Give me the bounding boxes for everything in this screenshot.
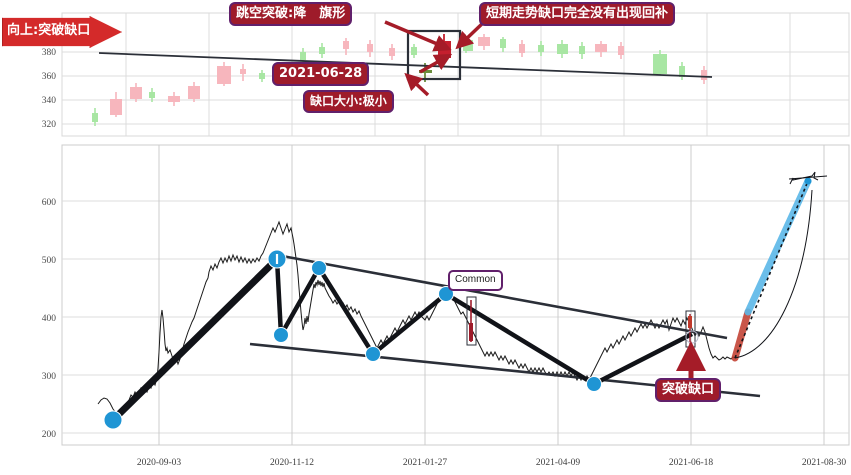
top-ytick-360: 360 bbox=[42, 72, 57, 82]
upward-breakout-label: 向上:突破缺口 bbox=[7, 23, 91, 38]
gap-selection-box bbox=[406, 29, 462, 81]
common-gap-marker bbox=[466, 296, 477, 346]
top-ytick-380: 380 bbox=[42, 48, 57, 58]
top-panel-trendline bbox=[98, 52, 713, 78]
price-line bbox=[97, 220, 736, 415]
main-ytick-300: 300 bbox=[42, 372, 57, 382]
main-xtick-2: 2021-01-27 bbox=[403, 458, 448, 468]
main-ytick-500: 500 bbox=[42, 256, 57, 266]
pivot-point bbox=[103, 410, 123, 430]
main-panel-xaxis: 2020-09-03 2020-11-12 2021-01-27 2021-04… bbox=[137, 458, 847, 468]
main-xtick-1: 2020-11-12 bbox=[270, 458, 314, 468]
top-ytick-340: 340 bbox=[42, 96, 57, 106]
no-gap-fill-callout[interactable]: 短期走势缺口完全没有出现回补 bbox=[479, 2, 676, 26]
main-ytick-400: 400 bbox=[42, 314, 57, 324]
gap-date-callout[interactable]: 2021-06-28 bbox=[272, 62, 370, 86]
main-xtick-4: 2021-06-18 bbox=[669, 458, 714, 468]
common-pattern-label[interactable]: Common bbox=[448, 270, 503, 291]
main-panel-yaxis: 600 500 400 300 200 bbox=[42, 198, 57, 440]
forecast-projection bbox=[731, 171, 828, 362]
main-ytick-200: 200 bbox=[42, 430, 57, 440]
gap-breakout-callout[interactable]: 跳空突破:降 旗形 bbox=[229, 2, 353, 26]
breakout-gap-callout[interactable]: 突破缺口 bbox=[655, 378, 722, 402]
pivot-markers bbox=[103, 249, 602, 430]
pivot-point bbox=[273, 327, 289, 343]
top-panel-yaxis: 380 360 340 320 bbox=[42, 48, 57, 130]
pivot-point bbox=[311, 260, 327, 276]
pivot-point bbox=[586, 376, 602, 392]
main-panel-grid bbox=[61, 144, 850, 446]
top-ytick-320: 320 bbox=[42, 120, 57, 130]
main-ytick-600: 600 bbox=[42, 198, 57, 208]
main-xtick-5: 2021-08-30 bbox=[802, 458, 847, 468]
top-panel-annotation-arrows bbox=[384, 20, 486, 97]
main-xtick-3: 2021-04-09 bbox=[536, 458, 581, 468]
upward-breakout-banner: 向上:突破缺口 bbox=[2, 16, 122, 48]
gap-size-callout[interactable]: 缺口大小:极小 bbox=[303, 90, 394, 113]
main-xtick-0: 2020-09-03 bbox=[137, 458, 182, 468]
pivot-point bbox=[365, 346, 381, 362]
